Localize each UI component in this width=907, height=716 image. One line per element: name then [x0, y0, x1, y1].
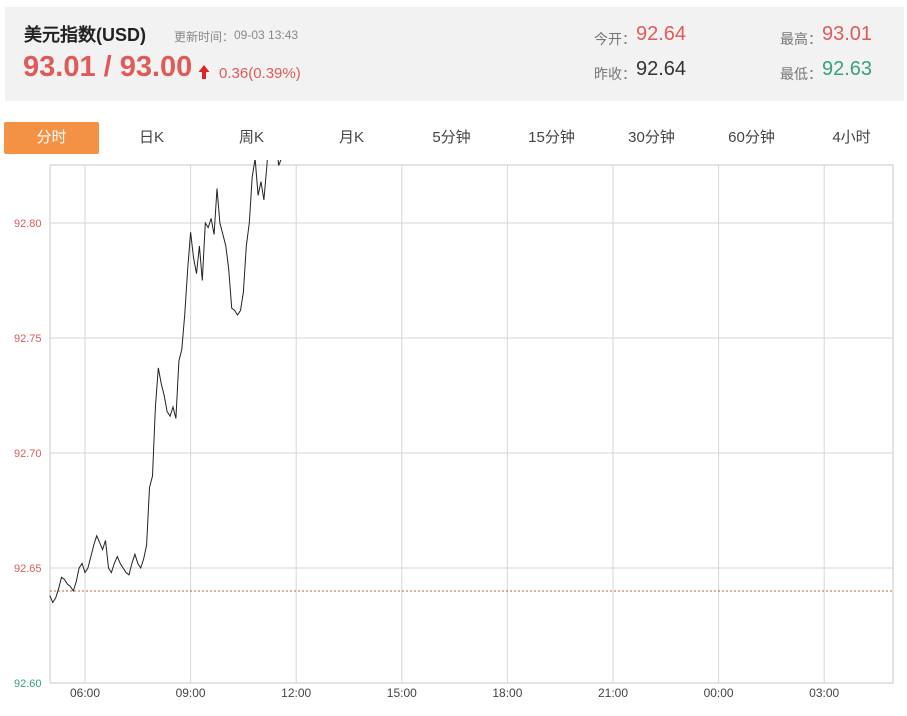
- open-value: 92.64: [636, 23, 687, 45]
- x-tick-label: 18:00: [492, 686, 522, 700]
- tab-weekly-k[interactable]: 周K: [238, 129, 264, 146]
- update-time-label: 更新时间：: [174, 30, 235, 44]
- y-tick-label: 92.75: [14, 333, 42, 345]
- open-label: 今开：: [594, 31, 636, 47]
- tab-15min[interactable]: 15分钟: [528, 129, 575, 146]
- high-value: 93.01: [822, 23, 873, 45]
- y-tick-label: 92.65: [14, 563, 42, 575]
- price-change: 0.36(0.39%): [219, 65, 301, 82]
- high-label: 最高：: [780, 31, 822, 47]
- arrow-up-icon: [198, 65, 210, 79]
- x-tick-label: 15:00: [387, 686, 417, 700]
- tab-5min[interactable]: 5分钟: [432, 129, 471, 146]
- y-tick-label: 92.80: [14, 218, 42, 230]
- x-tick-label: 09:00: [176, 686, 206, 700]
- tab-intraday[interactable]: 分时: [4, 122, 99, 154]
- tab-30min[interactable]: 30分钟: [628, 129, 675, 146]
- price-series-line: [49, 160, 282, 604]
- price-points: [49, 160, 357, 603]
- x-tick-label: 06:00: [70, 686, 100, 700]
- tab-monthly-k[interactable]: 月K: [338, 129, 364, 146]
- quote-header: 美元指数(USD) 更新时间： 09-03 13:43 93.01 / 93.0…: [5, 7, 904, 101]
- current-price: 93.01 / 93.00: [23, 51, 193, 83]
- prev-close-value: 92.64: [636, 58, 687, 80]
- intraday-chart: 92.6092.6592.7092.7592.8092.8592.9092.95…: [14, 160, 894, 700]
- x-tick-label: 21:00: [598, 686, 628, 700]
- tab-daily-k[interactable]: 日K: [138, 129, 164, 146]
- low-value: 92.63: [822, 58, 873, 80]
- plot-frame: [49, 164, 894, 684]
- prev-close-label: 昨收：: [594, 66, 636, 82]
- y-tick-label: 92.60: [14, 678, 42, 690]
- y-axis: 92.6092.6592.7092.7592.8092.8592.9092.95…: [14, 218, 42, 690]
- x-tick-label: 00:00: [704, 686, 734, 700]
- y-tick-label: 92.70: [14, 448, 42, 460]
- x-axis: 06:00 09:00 12:00 15:00 18:00 21:00 00:00 03:00: [70, 686, 840, 700]
- x-tick-label: 03:00: [809, 686, 839, 700]
- low-label: 最低：: [780, 66, 822, 82]
- instrument-title: 美元指数(USD): [24, 25, 146, 45]
- x-tick-label: 12:00: [281, 686, 311, 700]
- chart-grid: [49, 164, 894, 684]
- tab-4hour[interactable]: 4小时: [832, 129, 871, 146]
- tab-60min[interactable]: 60分钟: [728, 129, 775, 146]
- period-tabs: 分时 日K 周K 月K 5分钟 15分钟 30分钟 60分钟 4小时: [0, 120, 907, 156]
- update-time-value: 09-03 13:43: [234, 28, 299, 42]
